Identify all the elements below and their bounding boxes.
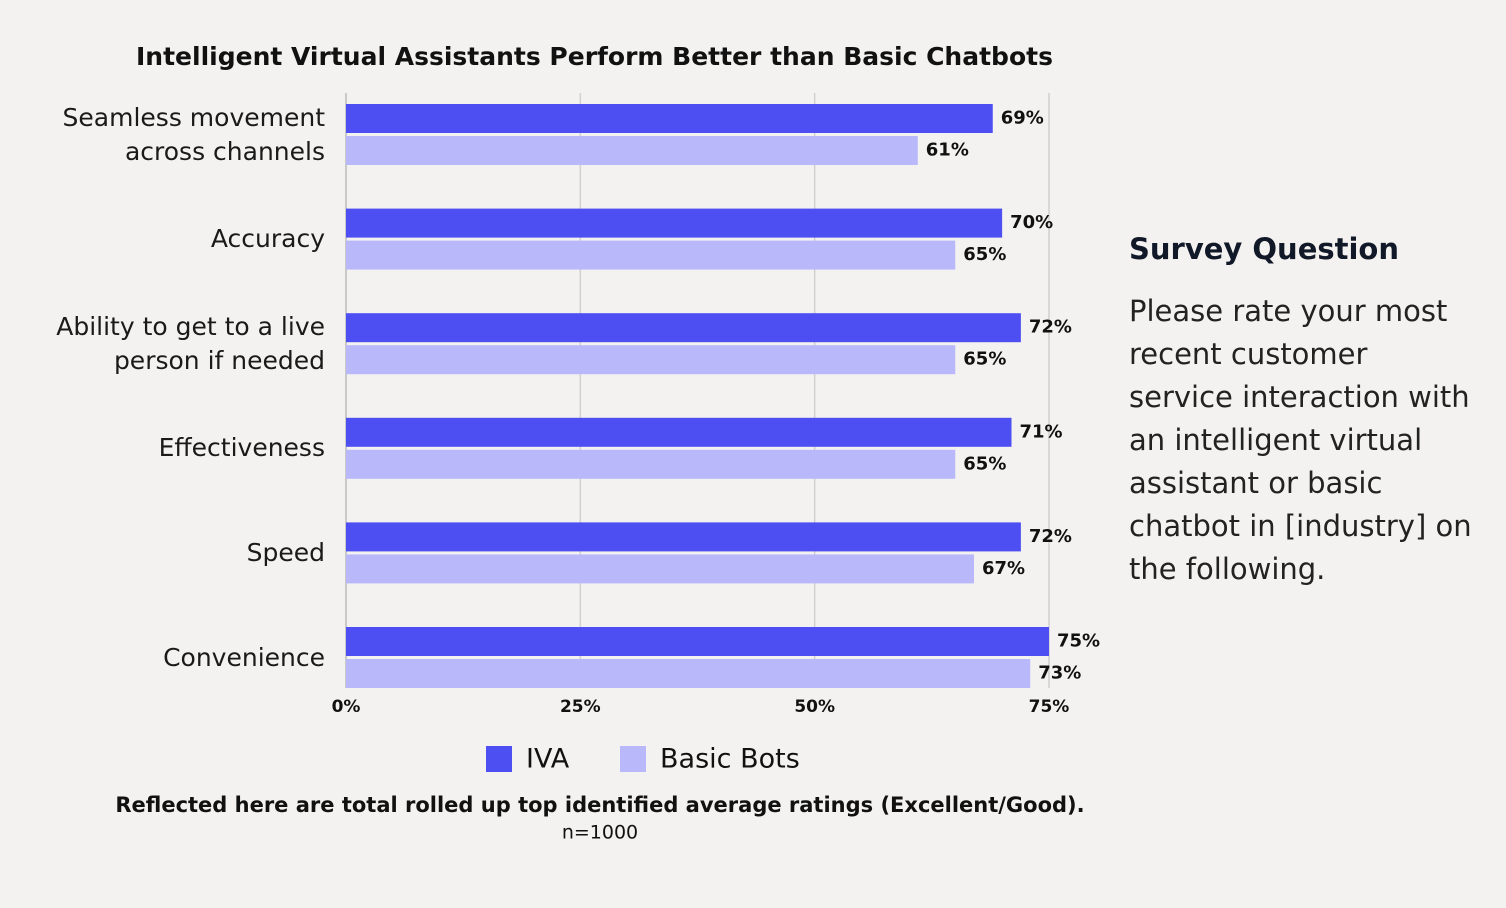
legend-label: Basic Bots (660, 744, 800, 775)
value-label: 70% (1010, 212, 1053, 233)
bar (346, 417, 1012, 447)
value-label: 65% (963, 349, 1006, 370)
bar (346, 136, 918, 165)
legend-label: IVA (526, 744, 570, 775)
x-tick-label: 25% (560, 697, 601, 717)
chart-title: Intelligent Virtual Assistants Perform B… (136, 42, 1053, 71)
value-label: 75% (1057, 631, 1100, 652)
y-tick-label: Convenience (163, 642, 325, 672)
bar (346, 627, 1049, 656)
value-label: 61% (926, 140, 969, 161)
bar (346, 240, 956, 270)
x-tick-label: 0% (332, 697, 361, 717)
value-label: 69% (1001, 108, 1044, 129)
value-label: 73% (1038, 663, 1081, 684)
value-label: 72% (1029, 526, 1072, 547)
y-tick-label: Speed (246, 537, 325, 567)
y-tick-label: Ability to get to a live person if neede… (56, 311, 325, 375)
bar (346, 313, 1021, 343)
x-tick-label: 75% (1029, 697, 1070, 717)
x-tick-label: 50% (794, 697, 835, 717)
bar (346, 659, 1031, 688)
value-label: 65% (963, 453, 1006, 474)
bar (346, 522, 1021, 552)
y-tick-label: Seamless movement across channels (62, 102, 325, 166)
footnote: Reflected here are total rolled up top i… (115, 793, 1084, 817)
value-label: 67% (982, 558, 1025, 579)
legend-swatch (486, 746, 512, 772)
y-tick-label: Accuracy (210, 224, 325, 254)
value-label: 71% (1020, 421, 1063, 442)
side-heading: Survey Question (1129, 232, 1400, 266)
sample-note: n=1000 (562, 822, 638, 844)
bar (346, 208, 1003, 238)
bar (346, 104, 993, 133)
legend-swatch (620, 746, 646, 772)
y-tick-label: Effectiveness (158, 433, 325, 463)
value-label: 65% (963, 244, 1006, 265)
bar (346, 345, 956, 375)
side-text: Please rate your most recent customer se… (1129, 294, 1472, 586)
bar (346, 554, 975, 584)
value-label: 72% (1029, 317, 1072, 338)
bar (346, 449, 956, 479)
